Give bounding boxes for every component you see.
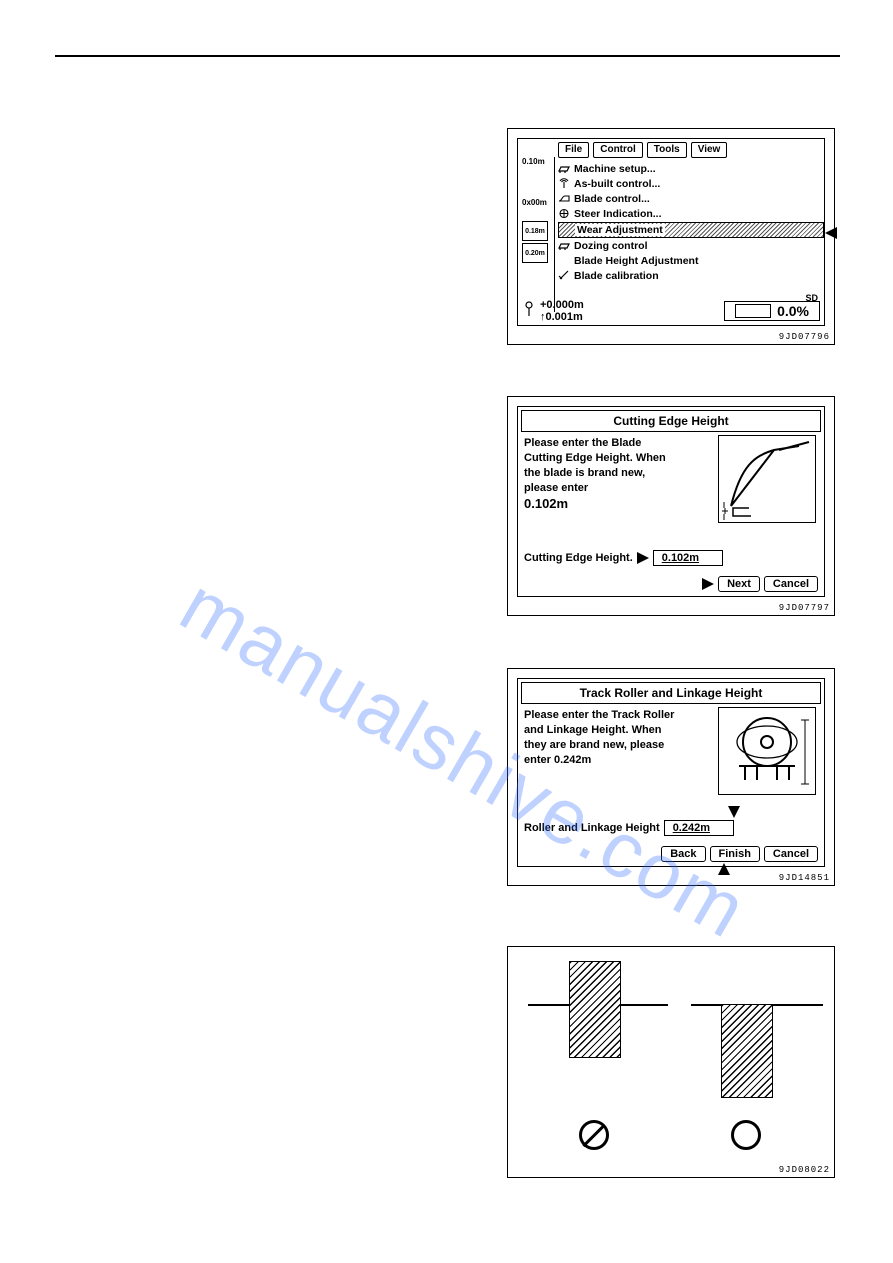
status-bar: +0.000m ↑0.001m 0.0% — [522, 299, 820, 323]
dialog-title: Cutting Edge Height — [521, 410, 821, 432]
pointer-arrow-icon — [637, 552, 649, 564]
pointer-arrow-icon — [728, 806, 740, 818]
tab-view[interactable]: View — [691, 142, 728, 158]
blade-icon — [558, 193, 570, 204]
figure-id: 9JD08022 — [779, 1165, 830, 1175]
dialog-body-text: Please enter the Blade Cutting Edge Heig… — [524, 437, 666, 494]
figure-id: 9JD14851 — [779, 873, 830, 883]
mini-readout-a: 0.18m — [525, 228, 545, 235]
input-label: Roller and Linkage Height — [524, 822, 660, 834]
dialog-body: Please enter the Blade Cutting Edge Heig… — [518, 432, 685, 513]
back-button[interactable]: Back — [661, 846, 705, 862]
status-value-a: +0.000m — [540, 299, 720, 311]
calib-icon — [558, 270, 570, 281]
tab-tools[interactable]: Tools — [647, 142, 687, 158]
steer-icon — [558, 208, 570, 219]
figure-good-bad-panel: 9JD08022 — [507, 946, 835, 1178]
bar-correct — [721, 1004, 773, 1098]
menu-tabs: File Control Tools View — [558, 142, 727, 158]
menu-blade-control[interactable]: Blade control... — [558, 192, 824, 206]
menu-item-label: Wear Adjustment — [575, 224, 665, 236]
dialog-body: Please enter the Track Roller and Linkag… — [518, 704, 685, 767]
next-button[interactable]: Next — [718, 576, 760, 592]
figure-id: 9JD07797 — [779, 603, 830, 613]
cutting-edge-height-input[interactable]: 0.102m — [653, 550, 723, 566]
status-sd-label: SD — [805, 293, 818, 303]
control-menu: Machine setup... As-built control... Bla… — [558, 161, 824, 283]
dialog-title: Track Roller and Linkage Height — [521, 682, 821, 704]
tab-control[interactable]: Control — [593, 142, 643, 158]
pointer-arrow-icon — [718, 863, 730, 875]
mini-readout-b: 0.20m — [525, 250, 545, 257]
percent-value: 0.0% — [777, 303, 809, 319]
roller-diagram — [718, 707, 816, 795]
roller-linkage-height-input[interactable]: 0.242m — [664, 820, 734, 836]
status-value-b: ↑0.001m — [540, 311, 720, 323]
menu-blade-height-adj[interactable]: Blade Height Adjustment — [558, 254, 824, 268]
mini-readout-a-icon: 0.18m — [522, 221, 548, 241]
figure-cutting-edge-panel: Cutting Edge Height Please enter the Bla… — [507, 396, 835, 616]
ruler-label-top: 0.10m — [522, 157, 554, 166]
page-top-rule — [55, 55, 840, 57]
figure-menu-panel: File Control Tools View 0.10m 0x00m 0.18… — [507, 128, 835, 345]
percent-box: 0.0% — [724, 301, 820, 321]
wand-icon — [522, 301, 536, 322]
tab-file[interactable]: File — [558, 142, 589, 158]
antenna-icon — [558, 178, 570, 189]
figure-id: 9JD07796 — [779, 332, 830, 342]
screen-2: Cutting Edge Height Please enter the Bla… — [517, 406, 825, 597]
screen-1: File Control Tools View 0.10m 0x00m 0.18… — [517, 138, 825, 326]
menu-machine-setup[interactable]: Machine setup... — [558, 162, 824, 176]
bulldozer-icon — [558, 163, 570, 174]
mini-readout-b-icon: 0.20m — [522, 243, 548, 263]
menu-item-label: Blade Height Adjustment — [574, 255, 698, 267]
menu-item-label: Machine setup... — [574, 163, 656, 175]
ok-ring-icon — [731, 1120, 761, 1150]
dialog-body-value: 0.102m — [524, 496, 568, 511]
blade-diagram — [718, 435, 816, 523]
menu-as-built[interactable]: As-built control... — [558, 177, 824, 191]
bulldozer-icon — [558, 240, 570, 251]
gauge-icon — [735, 304, 771, 318]
input-label: Cutting Edge Height. — [524, 552, 633, 564]
ruler-label-mid: 0x00m — [522, 198, 554, 207]
bar-incorrect — [569, 961, 621, 1058]
menu-item-label: Steer Indication... — [574, 208, 662, 220]
figure-roller-linkage-panel: Track Roller and Linkage Height Please e… — [507, 668, 835, 886]
menu-wear-adjustment[interactable]: Wear Adjustment — [558, 222, 824, 238]
menu-item-label: Dozing control — [574, 240, 648, 252]
cancel-button[interactable]: Cancel — [764, 576, 818, 592]
pointer-arrow-icon — [702, 578, 714, 590]
button-row: Back Finish Cancel — [661, 846, 818, 862]
status-readouts: +0.000m ↑0.001m — [540, 299, 720, 323]
screen-3: Track Roller and Linkage Height Please e… — [517, 678, 825, 867]
menu-dozing-control[interactable]: Dozing control — [558, 239, 824, 253]
finish-button[interactable]: Finish — [710, 846, 760, 862]
button-row: Next Cancel — [702, 576, 818, 592]
menu-item-label: Blade calibration — [574, 270, 659, 282]
menu-blade-calibration[interactable]: Blade calibration — [558, 269, 824, 283]
menu-steer-indication[interactable]: Steer Indication... — [558, 207, 824, 221]
menu-item-label: Blade control... — [574, 193, 650, 205]
cancel-button[interactable]: Cancel — [764, 846, 818, 862]
menu-item-label: As-built control... — [574, 178, 660, 190]
prohibit-icon — [579, 1120, 609, 1150]
pointer-arrow-icon — [825, 227, 837, 239]
ruler-column: 0.10m 0x00m 0.18m 0.20m — [522, 157, 555, 312]
